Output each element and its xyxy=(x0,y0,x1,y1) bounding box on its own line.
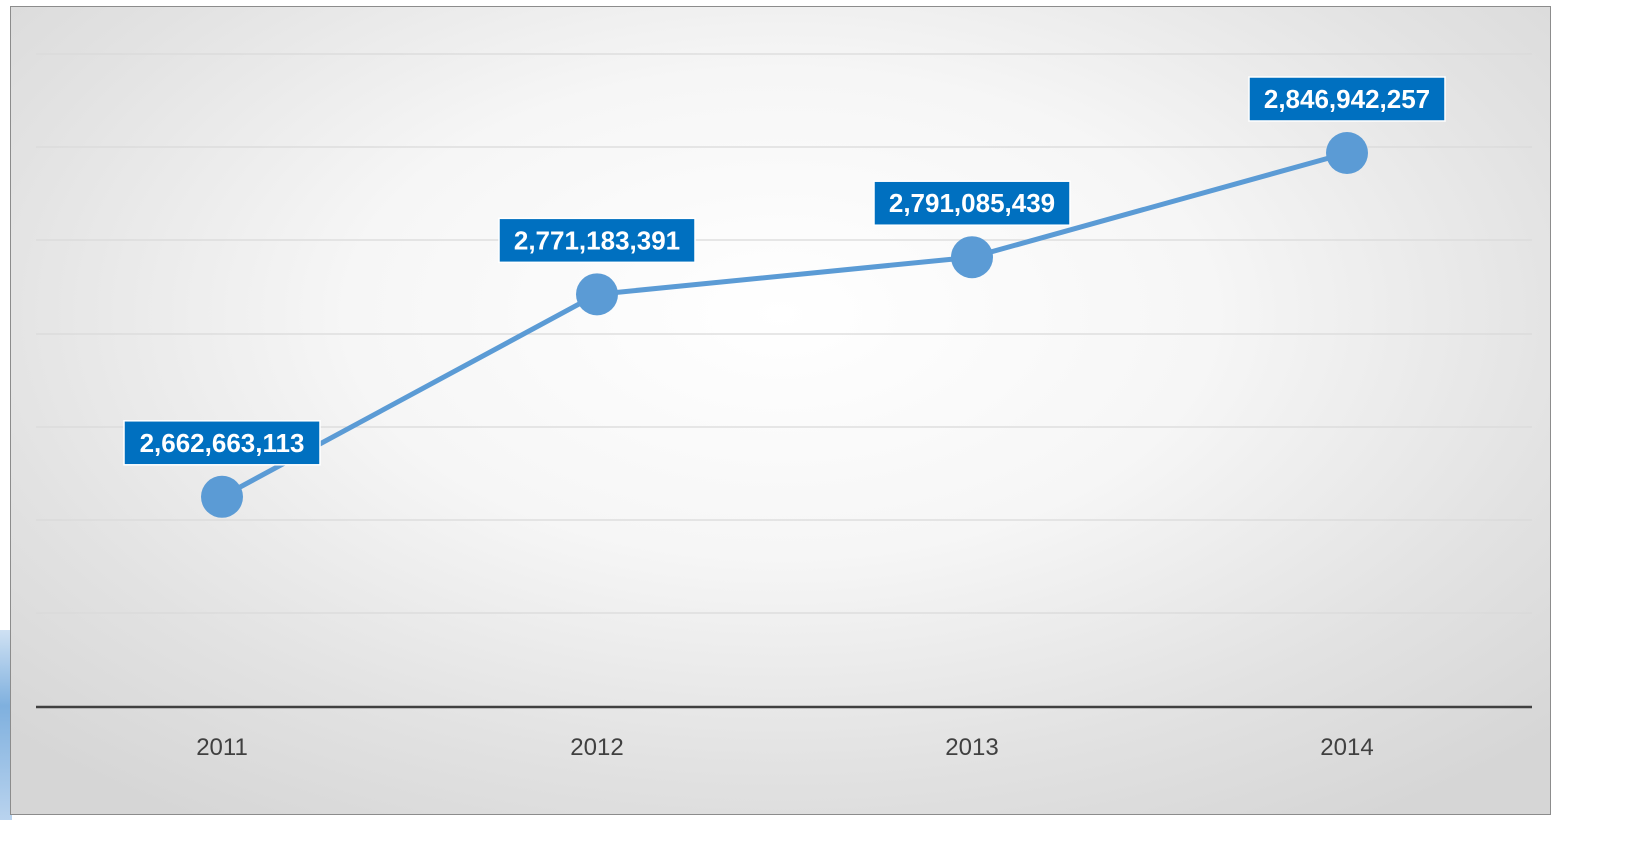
data-point-2013 xyxy=(951,236,993,279)
x-tick-label-2011: 2011 xyxy=(196,734,248,761)
chart-area xyxy=(10,6,1551,815)
data-label-text: 2,771,183,391 xyxy=(514,225,680,255)
series xyxy=(220,150,1348,500)
data-label-text: 2,791,085,439 xyxy=(889,188,1055,218)
data-point-2011 xyxy=(201,475,243,518)
data-points xyxy=(201,131,1368,518)
data-label-2012: 2,771,183,391 xyxy=(498,217,696,264)
data-labels: 2,662,663,113 2,771,183,391 2,791,085,439 2… xyxy=(123,76,1446,466)
data-label-box xyxy=(498,217,696,264)
data-label-box xyxy=(123,420,321,466)
data-label-2014: 2,846,942,257 xyxy=(1248,76,1446,122)
x-tick-labels: 2011 2012 2013 2014 xyxy=(196,734,1374,761)
gridlines xyxy=(36,53,1532,614)
x-tick-label-2013: 2013 xyxy=(945,734,998,761)
data-point-2012 xyxy=(576,273,618,316)
series-line xyxy=(220,150,1348,500)
data-label-box xyxy=(873,180,1071,226)
data-label-text: 2,662,663,113 xyxy=(140,428,305,458)
x-tick-label-2014: 2014 xyxy=(1320,734,1373,761)
data-label-text: 2,846,942,257 xyxy=(1264,84,1430,114)
data-label-box xyxy=(1248,76,1446,122)
data-label-2013: 2,791,085,439 xyxy=(873,180,1071,226)
data-label-2011: 2,662,663,113 xyxy=(123,420,321,466)
decorative-side-shape xyxy=(0,630,12,820)
data-point-2014 xyxy=(1326,131,1368,174)
x-tick-label-2012: 2012 xyxy=(570,734,623,761)
